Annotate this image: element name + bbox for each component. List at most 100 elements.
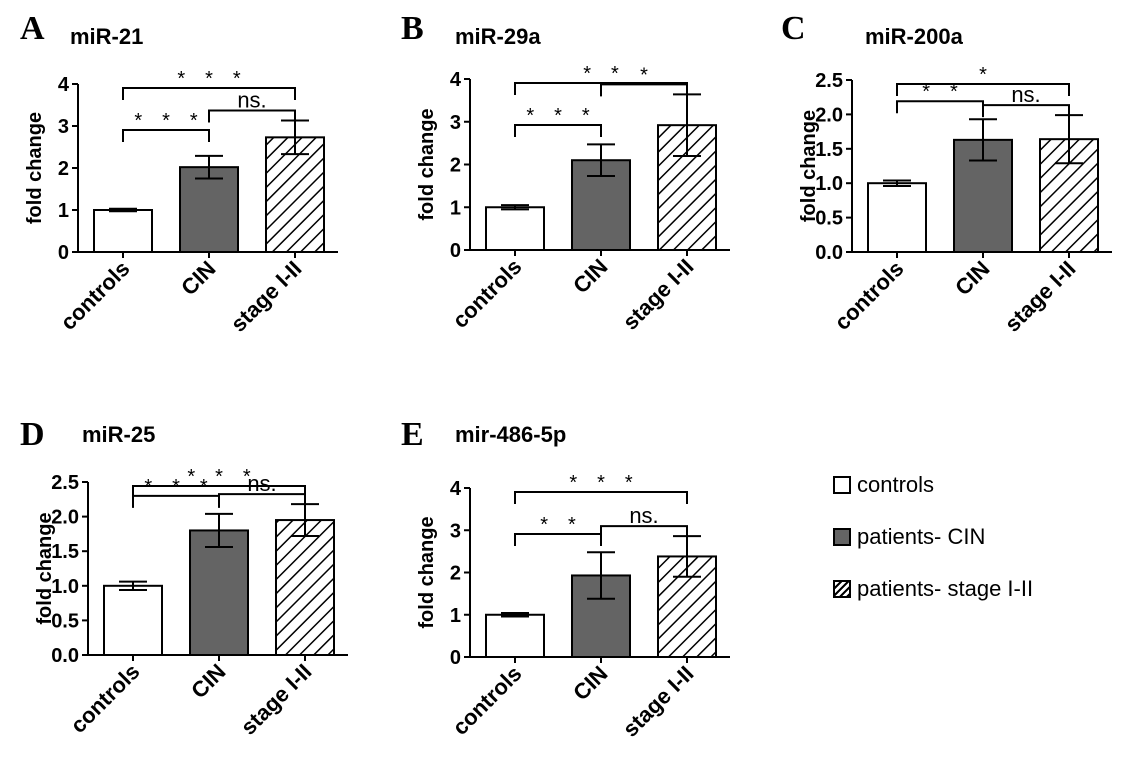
significance-label: ns. [629,503,658,528]
significance-label: ns. [1011,82,1040,107]
y-tick-label: 1.0 [51,576,79,598]
y-tick-label: 1.5 [51,541,79,563]
legend-label: controls [857,472,935,497]
y-tick-label: 4 [58,74,70,96]
bar-chart: 0 1 2 3 4 fold change controls CIN stage I-II * *… [24,68,338,337]
x-tick-label: CIN [186,659,230,703]
bar-chart: 0 1 2 3 4 fold change controls CIN stage I-II * *… [416,63,730,335]
significance-label: * * * [526,105,590,127]
legend-swatch-hatched [833,580,851,598]
significance-bracket [896,83,1070,96]
y-tick-label: 2 [450,563,461,585]
bar-chart: 0.0 0.5 1.0 1.5 2.0 2.5 fold change controls CIN… [34,466,348,740]
significance-bracket [218,493,306,507]
panel-letter: C [781,10,806,47]
legend-label: patients- CIN [857,524,986,549]
x-tick-label: stage I-II [618,661,699,742]
panel-letter: A [20,10,45,47]
y-axis-label: fold change [24,112,46,224]
legend-item-stage: patients- stage I-II [833,574,1113,604]
significance-bracket [122,129,210,142]
bar-controls [867,182,927,253]
y-tick-label: 1.0 [815,173,843,195]
x-tick-label: CIN [568,254,612,298]
x-tick-label: stage I-II [1000,256,1081,337]
significance-label: * [979,64,987,86]
bar-cin [953,138,1013,253]
x-tick-label: stage I-II [236,659,317,740]
bar-controls [93,209,153,253]
y-tick-label: 0 [450,647,461,669]
x-tick-label: controls [55,256,134,335]
y-tick-label: 1.5 [815,139,843,161]
x-tick-label: stage I-II [618,254,699,335]
chart-title: miR-200a [865,24,963,49]
y-tick-label: 2.5 [815,70,843,92]
bar-controls [485,206,545,251]
significance-bracket [514,124,602,137]
y-tick-label: 3 [450,520,461,542]
x-tick-label: CIN [568,661,612,705]
bar-stage [275,519,335,656]
significance-bracket [982,104,1070,118]
y-tick-label: 2 [58,158,69,180]
significance-label: * * [922,81,958,103]
significance-label: * * * [569,472,633,494]
chart-title: miR-25 [82,422,156,447]
bar-chart: 0 1 2 3 4 fold change controls CIN stage I-II * *… [416,472,730,742]
legend-label: patients- stage I-II [857,576,1034,601]
legend-item-cin: patients- CIN [833,522,1113,552]
y-tick-label: 0.0 [815,242,843,264]
legend-swatch-white [833,476,851,494]
y-tick-label: 3 [58,116,69,138]
significance-bracket [514,82,688,95]
y-tick-label: 0.0 [51,645,79,667]
x-tick-label: controls [65,659,144,738]
x-tick-label: controls [447,254,526,333]
x-tick-label: CIN [950,256,994,300]
y-tick-label: 4 [450,478,462,500]
y-tick-label: 1 [58,200,69,222]
y-axis-label: fold change [416,516,438,628]
y-tick-label: 3 [450,112,461,134]
x-tick-label: controls [447,661,526,740]
x-tick-label: CIN [176,256,220,300]
significance-label: * * * [134,110,198,132]
y-tick-label: 0.5 [51,610,79,632]
legend: controls patients- CIN patients- stage I… [833,470,1113,626]
significance-label: ns. [237,88,266,113]
y-axis-label: fold change [34,512,56,624]
y-tick-label: 2.0 [51,507,79,529]
significance-bracket [514,533,602,546]
significance-label: * [640,64,648,86]
bar-cin [179,166,239,253]
significance-bracket [122,87,296,100]
significance-bracket [132,485,306,498]
chart-title: miR-21 [70,24,144,49]
significance-bracket [514,491,688,504]
y-tick-label: 1 [450,197,461,219]
y-tick-label: 2.5 [51,472,79,494]
significance-label: * * [540,514,576,536]
panel-letter: B [401,10,424,47]
y-tick-label: 2 [450,155,461,177]
significance-label: ns. [247,471,276,496]
significance-label: * * [583,63,619,85]
legend-item-controls: controls [833,470,1113,500]
y-tick-label: 1 [450,605,461,627]
bar-controls [103,584,163,656]
significance-label: * * * [187,466,251,488]
y-axis-label: fold change [798,110,820,222]
bar-cin [189,529,249,656]
chart-title: mir-486-5p [455,422,567,447]
legend-swatch-gray [833,528,851,546]
y-tick-label: 0.5 [815,208,843,230]
chart-title: miR-29a [455,24,541,49]
x-tick-label: stage I-II [226,256,307,337]
significance-label: * * * [177,68,241,90]
